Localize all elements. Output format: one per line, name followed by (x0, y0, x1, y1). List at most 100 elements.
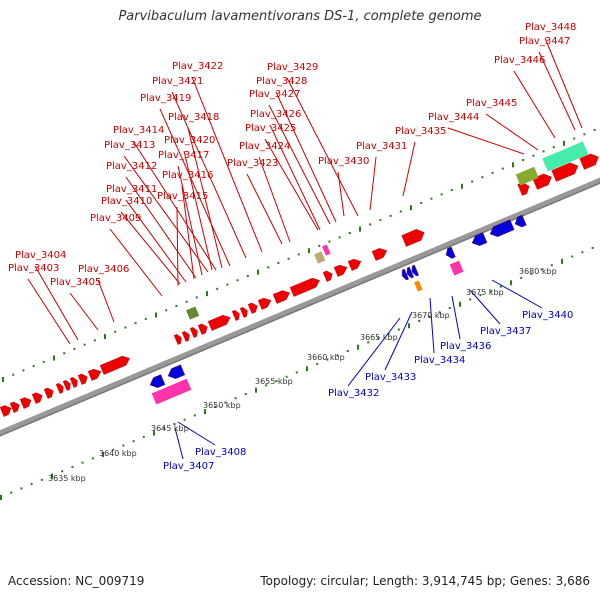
forward-track-tick (573, 137, 576, 140)
reverse-track-tick (61, 470, 64, 473)
forward-track-tick (563, 140, 565, 146)
reverse-tick-track (0, 246, 594, 500)
reverse-track-tick (0, 495, 2, 500)
kbp-scale-labels: 3635 kbp 3640 kbp 3645 kbp 3650 kbp 3655 kbp… (48, 267, 557, 483)
forward-track-tick (155, 312, 157, 318)
reverse-track-tick (581, 251, 584, 254)
reverse-track-tick (499, 285, 502, 288)
forward-track-tick (114, 330, 117, 333)
reverse-gene-label: Plav_3434 (414, 355, 465, 366)
reverse-track-tick (336, 354, 339, 357)
forward-leader-line (369, 156, 377, 211)
forward-gene-shape (181, 331, 190, 342)
reverse-track-tick (367, 341, 370, 344)
forward-track-tick (195, 296, 198, 299)
forward-track-tick (552, 146, 555, 149)
reverse-leader-line (384, 311, 413, 371)
kbp-label: 3655 kbp (255, 377, 293, 386)
reverse-track-tick (10, 491, 13, 494)
reverse-track-tick (153, 430, 155, 436)
forward-track-tick (22, 369, 25, 372)
forward-track-tick (165, 309, 168, 312)
reverse-gene-label: Plav_3437 (480, 326, 531, 337)
forward-leader-line (275, 91, 337, 223)
reverse-track-tick (316, 362, 319, 365)
forward-track-tick (63, 352, 66, 355)
reverse-leader-line (491, 279, 543, 309)
forward-gene (371, 248, 388, 261)
forward-leader-line (125, 176, 197, 279)
forward-track-tick (83, 343, 86, 346)
forward-gene-label: Plav_3445 (466, 98, 517, 109)
reverse-track-tick (346, 350, 349, 353)
reverse-track-tick (193, 414, 196, 417)
forward-track-tick (206, 291, 208, 297)
forward-gene (231, 310, 240, 321)
forward-track-tick (277, 262, 280, 265)
forward-track-tick (73, 347, 76, 350)
reverse-track-tick (183, 418, 186, 421)
reverse-gene (445, 246, 456, 259)
reverse-gene-shape (401, 268, 409, 281)
forward-leader-line (268, 104, 331, 225)
reverse-track-tick (275, 380, 278, 383)
forward-track-tick (12, 373, 15, 376)
forward-track-tick (257, 269, 259, 275)
forward-gene-label: Plav_3427 (249, 89, 300, 100)
reverse-gene (471, 232, 488, 246)
reverse-track-tick (142, 435, 145, 438)
forward-gene (62, 380, 71, 391)
forward-leader-line (402, 141, 416, 197)
reverse-track-tick (520, 277, 523, 280)
reverse-leader-line (451, 295, 461, 340)
forward-gene (239, 307, 248, 318)
reverse-track-tick (173, 423, 176, 426)
forward-gene-shape (9, 401, 20, 413)
forward-track-tick (450, 189, 453, 192)
forward-gene (551, 162, 579, 182)
reverse-track-tick (571, 255, 574, 258)
forward-track-tick (583, 133, 586, 136)
forward-leader-line (513, 70, 556, 139)
forward-gene (322, 270, 333, 282)
kbp-label: 3680 kbp (519, 267, 557, 276)
reverse-track-tick (163, 427, 166, 430)
reverse-track-tick (397, 328, 400, 331)
forward-track-tick (93, 339, 96, 342)
forward-gene (173, 334, 182, 345)
forward-leader-line (97, 279, 115, 323)
forward-leader-line (187, 127, 223, 269)
forward-track-tick (399, 210, 402, 213)
forward-gene-label: Plav_3431 (356, 141, 407, 152)
reverse-leader-line (347, 317, 401, 387)
forward-gene (189, 327, 198, 338)
reverse-gene-shape (411, 264, 419, 277)
reverse-track-tick (448, 307, 451, 310)
olive-gene (186, 306, 200, 320)
reverse-track-tick (326, 358, 329, 361)
forward-gene-shape (333, 264, 348, 277)
forward-gene (0, 405, 12, 417)
forward-gene-label: Plav_3405 (50, 277, 101, 288)
reverse-track-tick (479, 294, 482, 297)
forward-gene (87, 368, 102, 381)
forward-gene (19, 397, 32, 409)
forward-track-tick (246, 274, 249, 277)
forward-leader-line (171, 91, 247, 259)
forward-track-tick (410, 205, 412, 211)
forward-gene (579, 153, 599, 170)
forward-gene-label: Plav_3406 (78, 264, 129, 275)
forward-gene (77, 373, 88, 385)
reverse-track-tick (224, 401, 227, 404)
reverse-gene-label: Plav_3432 (328, 388, 379, 399)
forward-gene (207, 315, 231, 331)
forward-gene-shape (257, 297, 272, 310)
reverse-gene-shape (514, 214, 527, 228)
reverse-track-tick (91, 457, 94, 460)
forward-track-tick (216, 287, 219, 290)
forward-leader-line (159, 108, 231, 267)
forward-gene-label: Plav_3404 (15, 250, 66, 261)
forward-gene-shape (347, 258, 362, 271)
reverse-leader-line (429, 297, 435, 354)
